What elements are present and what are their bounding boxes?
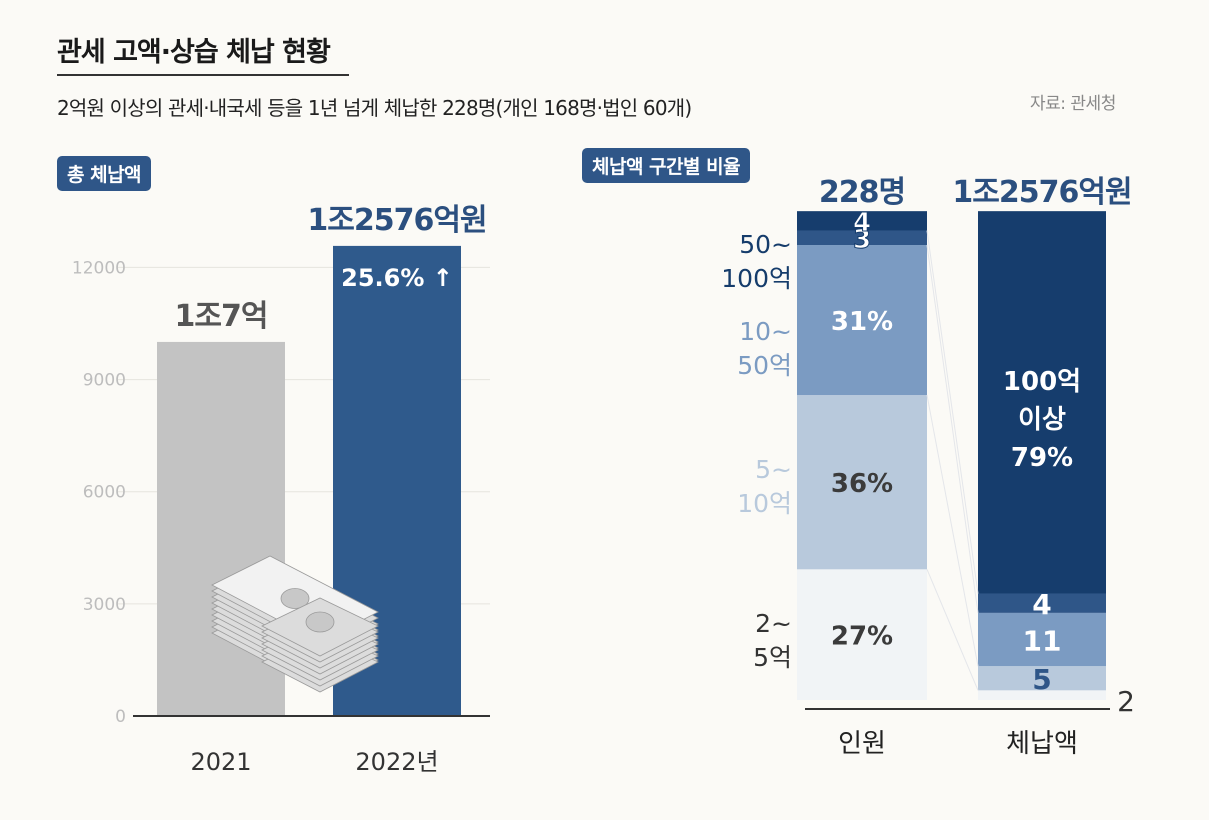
series-name-label: 50~ <box>739 230 792 259</box>
y-tick-label: 0 <box>115 707 126 727</box>
series-name-label: 10~ <box>739 317 792 346</box>
chart-title: 관세 고액·상습 체납 현황 <box>57 37 331 68</box>
x-tick-label: 인원 <box>838 729 886 759</box>
segment-label: 11 <box>1023 625 1062 658</box>
segment-connector <box>926 569 979 691</box>
segment-label: 31% <box>831 307 893 337</box>
segment-label: 4 <box>853 208 871 238</box>
stacked-segment <box>978 690 1106 700</box>
series-name-label: 50억 <box>737 351 792 380</box>
stacked-segment <box>978 666 1106 691</box>
x-tick-label: 체납액 <box>1006 729 1078 759</box>
segment-label: 100억 <box>1003 367 1081 397</box>
source-note: 자료: 관세청 <box>1030 94 1116 114</box>
segment-connector <box>926 244 979 613</box>
segment-label: 79% <box>1011 443 1073 473</box>
stacked-segment <box>797 211 927 231</box>
x-tick-label: 2021 <box>190 748 251 776</box>
y-tick-label: 3000 <box>83 595 126 615</box>
stacked-segment <box>797 569 927 700</box>
stacked-segment <box>978 593 1106 613</box>
data-label: 1조2576억원 <box>307 203 486 238</box>
title-underline <box>57 74 349 76</box>
chart-subtitle: 2억원 이상의 관세·내국세 등을 1년 넘게 체납한 228명(개인 168명… <box>57 96 692 120</box>
stacked-segment <box>797 395 927 570</box>
y-tick-label: 12000 <box>72 258 126 278</box>
series-name-label: 100억 <box>721 264 792 293</box>
total-arrears-tag: 총 체납액 <box>57 156 152 191</box>
stacked-segment <box>797 245 927 396</box>
column-total-label: 1조2576억원 <box>952 175 1131 210</box>
data-label: 1조7억 <box>175 299 268 334</box>
segment-label: 27% <box>831 622 893 652</box>
segment-connector <box>926 394 979 667</box>
y-tick-label: 6000 <box>83 483 126 503</box>
stacked-segment <box>978 612 1106 667</box>
segment-connector <box>926 230 979 594</box>
money-bundle-icon <box>211 555 379 693</box>
series-name-label: 10억 <box>737 489 792 518</box>
y-tick-label: 9000 <box>83 371 126 391</box>
segment-label: 이상 <box>1018 405 1066 435</box>
segment-label: 2 <box>1117 685 1135 718</box>
series-name-label: 5억 <box>753 643 792 672</box>
segment-label: 5 <box>1032 663 1051 696</box>
column-total-label: 228명 <box>819 175 905 210</box>
segment-label: 4 <box>1032 588 1051 621</box>
segment-label: 3 <box>853 225 871 255</box>
series-name-label: 2~ <box>755 609 792 638</box>
stacked-segment <box>978 211 1106 594</box>
segment-label: 36% <box>831 469 893 499</box>
series-name-label: 5~ <box>755 455 792 484</box>
growth-annotation: 25.6% ↑ <box>341 264 453 292</box>
stacked-segment <box>797 230 927 246</box>
x-tick-label: 2022년 <box>355 748 438 776</box>
ratio-by-bracket-tag: 체납액 구간별 비율 <box>582 148 751 183</box>
